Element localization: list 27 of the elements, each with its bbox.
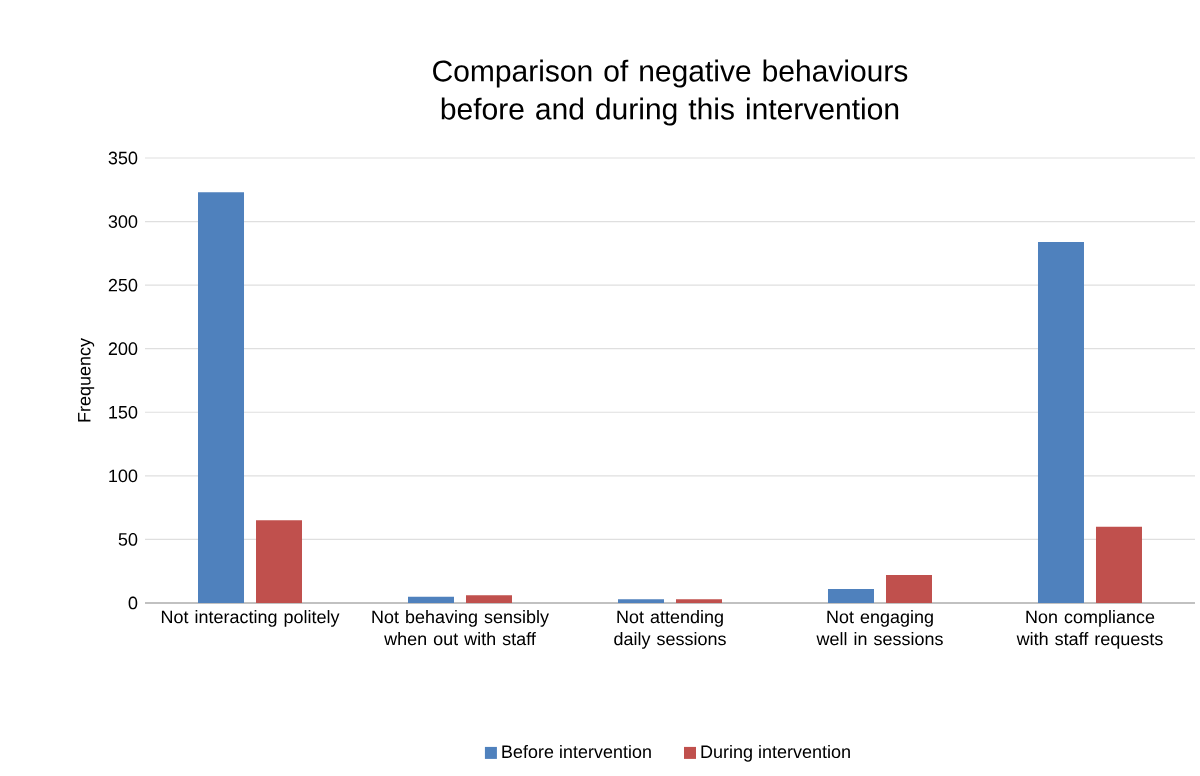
bar [618, 599, 664, 603]
x-tick-label: Not engaging well in sessions [816, 610, 943, 646]
bar [466, 595, 513, 603]
bar [827, 589, 874, 603]
chart-title: Comparison of negative behaviours before and during this intervention [433, 59, 908, 126]
bar [408, 596, 454, 603]
legend-label: During intervention [701, 744, 850, 762]
bar [1095, 526, 1142, 603]
y-tick-label: 50 [118, 533, 138, 546]
bar [1037, 241, 1084, 603]
y-axis-title: Frequency [78, 338, 95, 422]
x-tick-label: Not interacting politely [161, 610, 340, 627]
x-tick-label: Non compliance with staff requests [1016, 610, 1163, 649]
y-tick-label: 350 [108, 151, 138, 165]
y-tick-label: 200 [108, 342, 138, 356]
bar [256, 520, 303, 603]
bar [676, 599, 722, 603]
x-tick-label: Not behaving sensibly when out with staff [372, 610, 549, 646]
x-tick-label: Not attending daily sessions [614, 610, 726, 649]
y-tick-label: 150 [109, 405, 138, 419]
y-tick-label: 250 [108, 278, 138, 292]
y-tick-label: 100 [109, 469, 138, 483]
y-tick-label: 0 [128, 596, 138, 610]
legend-label: Before intervention [502, 744, 651, 759]
bar [886, 575, 932, 603]
bar [198, 192, 245, 603]
y-tick-label: 300 [108, 215, 138, 228]
